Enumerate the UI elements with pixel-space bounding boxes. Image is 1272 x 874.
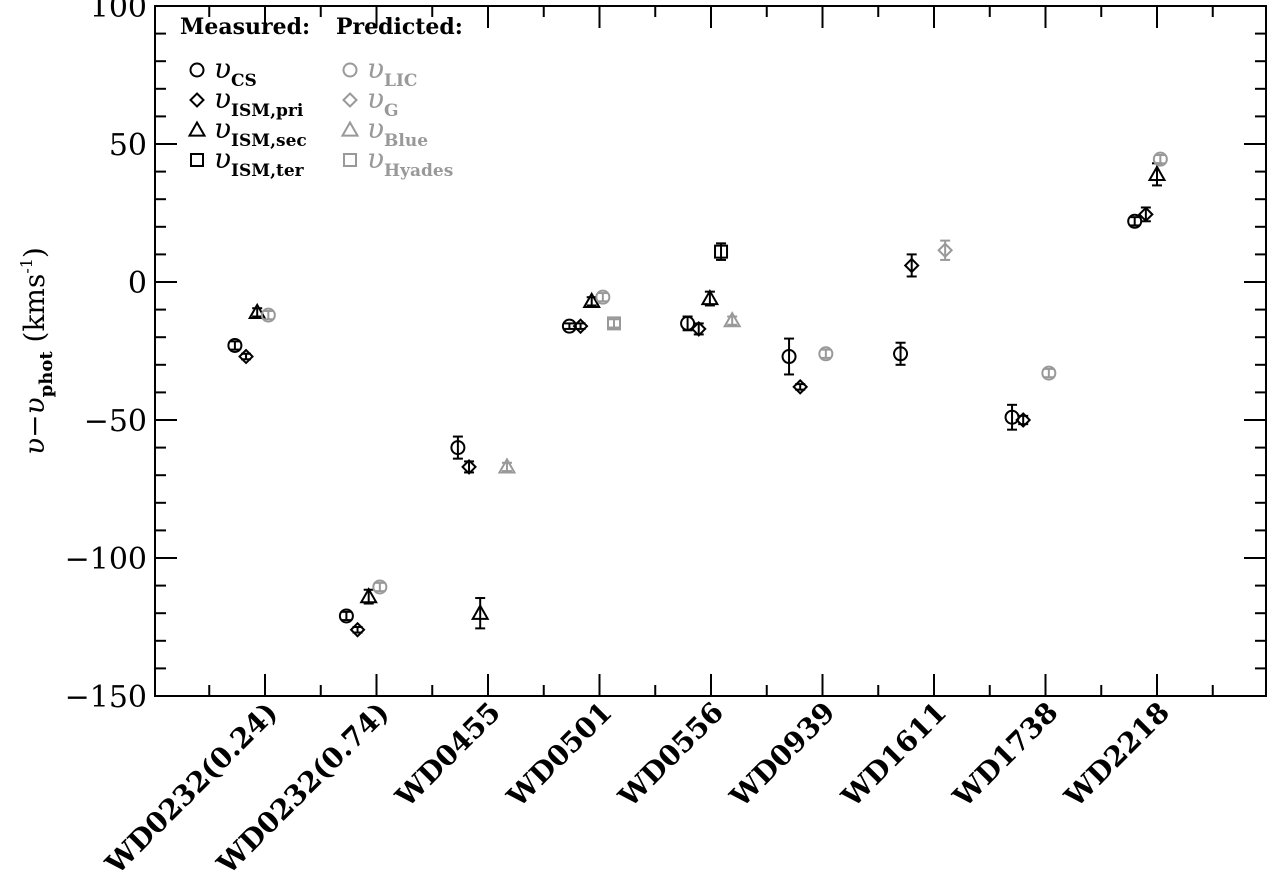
- data-point-blue: [722, 311, 742, 328]
- data-point-lic: [1152, 151, 1168, 167]
- data-point-sec: [700, 289, 720, 306]
- plot-frame: [154, 5, 1267, 697]
- y-tick-label: −100: [65, 542, 147, 577]
- data-point-cs: [561, 318, 577, 334]
- x-tick-label: WD0556: [611, 696, 730, 815]
- legend-predicted-title: Predicted:: [336, 14, 463, 40]
- data-point-pri: [903, 257, 920, 274]
- data-point-pri: [1137, 206, 1154, 223]
- data-point-sec: [359, 587, 378, 604]
- data-point-lic: [1041, 365, 1057, 381]
- legend-label-blue: υBlue: [367, 112, 428, 151]
- data-point-pri: [238, 348, 254, 365]
- legend-marker-pri: [189, 92, 205, 108]
- data-point-pri: [1015, 412, 1032, 428]
- legend-marker-sec: [187, 120, 207, 137]
- data-point-cs: [227, 337, 243, 353]
- data-point-lic: [595, 289, 611, 305]
- data-point-lic: [818, 346, 834, 362]
- y-tick-label: −150: [65, 680, 147, 715]
- data-point-blue: [497, 457, 517, 474]
- y-axis-label: υ−υphot (kms-1): [17, 247, 57, 455]
- data-point-hyades: [606, 316, 621, 331]
- x-tick-label: WD0939: [723, 696, 842, 815]
- data-point-pri: [461, 459, 477, 475]
- legend-marker-g: [342, 92, 358, 108]
- x-tick-label: WD0501: [500, 696, 619, 815]
- data-point-sec: [582, 291, 601, 308]
- data-point-cs: [450, 440, 466, 456]
- data-point-g: [937, 242, 954, 259]
- data-point-sec: [470, 603, 490, 620]
- legend-marker-blue: [340, 120, 360, 137]
- legend-label-lic: υLIC: [367, 52, 417, 91]
- data-point-sec: [247, 302, 267, 319]
- legend-label-hyades: υHyades: [367, 142, 453, 181]
- y-tick-label: 0: [128, 266, 147, 301]
- y-tick-label: 100: [90, 0, 147, 25]
- data-point-pri: [792, 378, 809, 395]
- legend-measured-title: Measured:: [180, 14, 310, 40]
- y-tick-label: −50: [84, 404, 147, 439]
- x-tick-label: WD2218: [1057, 696, 1176, 815]
- data-point-ter: [714, 244, 729, 259]
- data-point-lic: [260, 307, 276, 323]
- y-tick-label: 50: [109, 128, 147, 163]
- legend-label-ter: υISM,ter: [214, 142, 305, 181]
- data-point-cs: [893, 346, 909, 362]
- data-point-pri: [572, 318, 589, 335]
- legend-label-pri: υISM,pri: [214, 82, 304, 121]
- legend-marker-ter: [190, 153, 204, 167]
- data-point-cs: [338, 608, 354, 624]
- legend-marker-cs: [189, 62, 205, 78]
- legend-marker-hyades: [343, 153, 357, 167]
- data-point-pri: [349, 621, 366, 638]
- x-tick-label: WD1738: [946, 696, 1065, 815]
- legend-marker-lic: [342, 62, 358, 78]
- data-point-lic: [372, 579, 388, 595]
- data-point-cs: [781, 349, 797, 365]
- data-point-sec: [1147, 164, 1167, 181]
- data-point-pri: [690, 321, 707, 337]
- legend-label-g: υG: [367, 82, 399, 121]
- legend-label-cs: υCS: [214, 52, 257, 91]
- legend-label-sec: υISM,sec: [214, 112, 307, 151]
- x-tick-label: WD0455: [388, 696, 507, 815]
- x-tick-label: WD1611: [834, 696, 953, 815]
